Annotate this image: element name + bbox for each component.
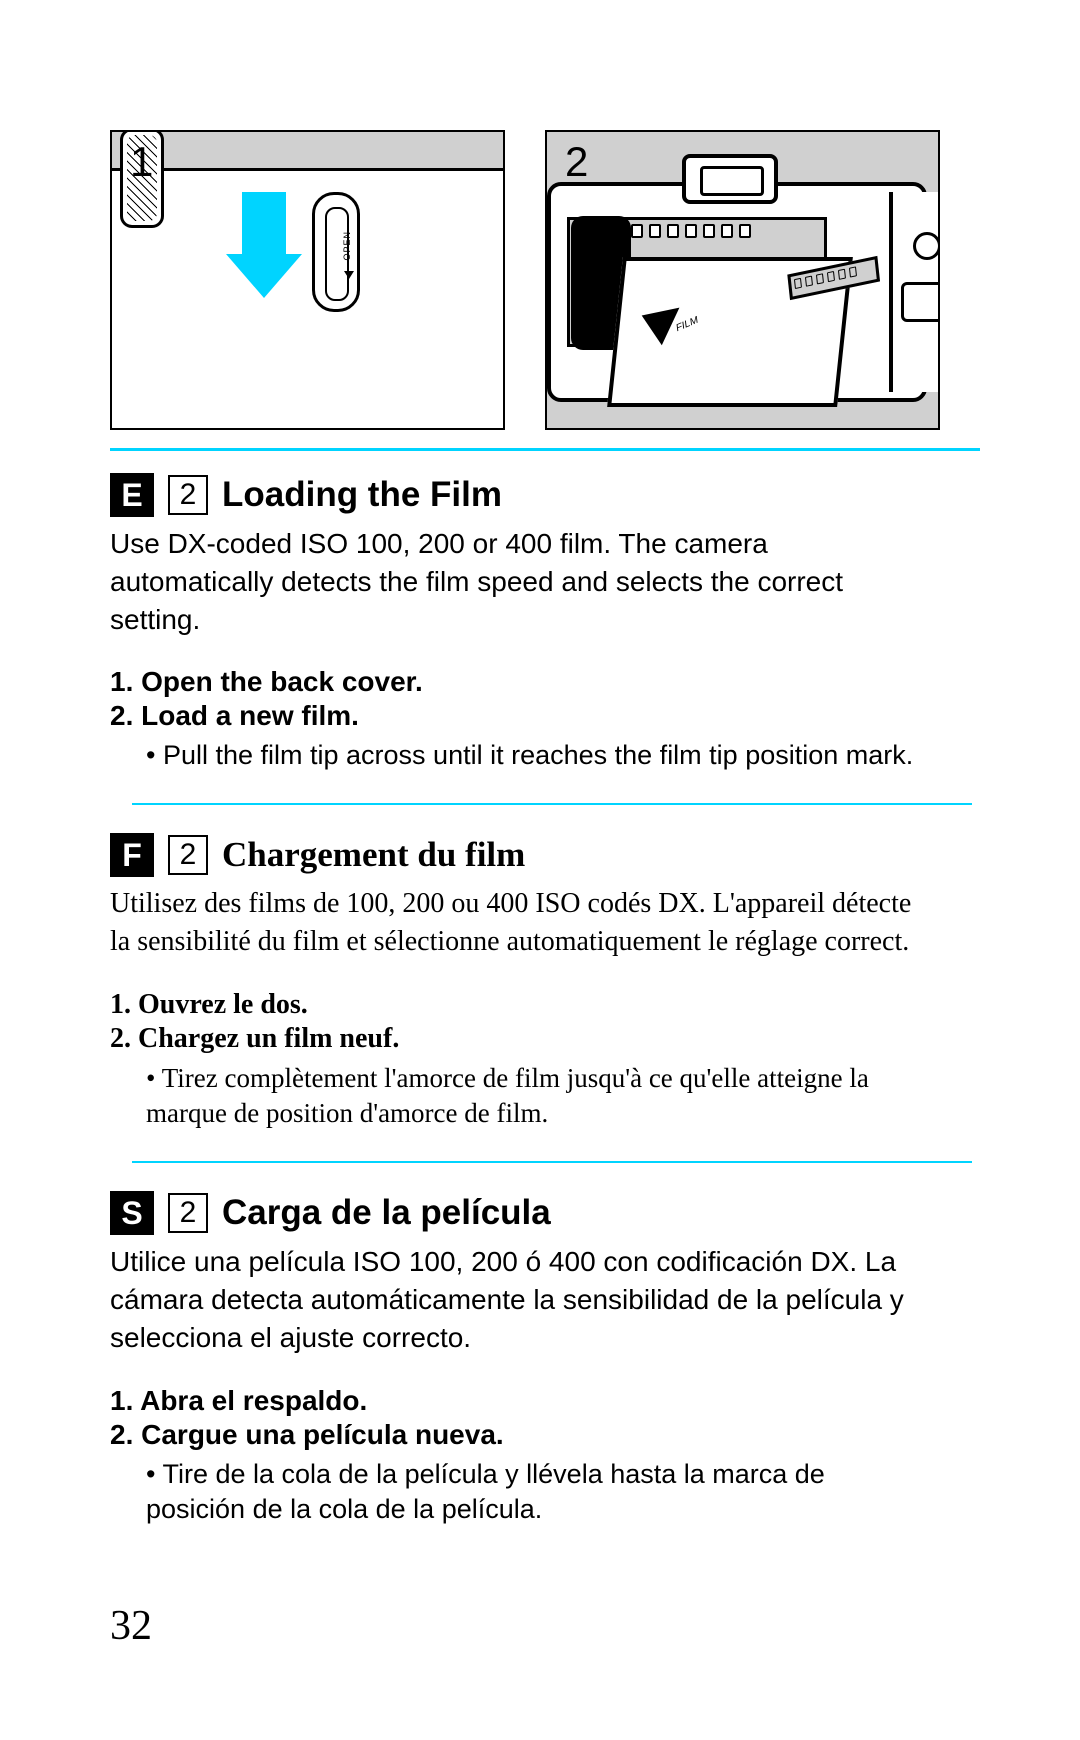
step-badge: 2 (168, 1193, 208, 1233)
section-french: F 2 Chargement du film Utilisez des film… (110, 833, 980, 1131)
steps-list-f: 1. Ouvrez le dos. 2. Chargez un film neu… (110, 989, 980, 1131)
step-badge: 2 (168, 475, 208, 515)
section-intro-f: Utilisez des films de 100, 200 ou 400 IS… (110, 885, 930, 961)
step-2-f: 2. Chargez un film neuf. (110, 1023, 980, 1055)
section-title-e: Loading the Film (222, 475, 502, 515)
section-intro-s: Utilice una película ISO 100, 200 ó 400 … (110, 1243, 930, 1356)
divider-ef (132, 803, 972, 805)
step-badge: 2 (168, 835, 208, 875)
viewfinder (682, 154, 778, 204)
figure-2-label: 2 (565, 138, 588, 186)
open-slider: OPEN (312, 192, 360, 312)
figure-1: 1 OPEN (110, 130, 505, 430)
lang-badge-s: S (110, 1191, 154, 1235)
section-english: E 2 Loading the Film Use DX-coded ISO 10… (110, 473, 980, 773)
section-title-f: Chargement du film (222, 835, 525, 875)
open-slider-label: OPEN (342, 231, 352, 261)
step-2-s: 2. Cargue una película nueva. (110, 1419, 980, 1451)
film-back-cover: FILM (607, 257, 853, 407)
section-spanish: S 2 Carga de la película Utilice una pel… (110, 1191, 980, 1527)
steps-list-e: 1. Open the back cover. 2. Load a new fi… (110, 666, 980, 773)
page-number: 32 (110, 1602, 152, 1650)
section-intro-e: Use DX-coded ISO 100, 200 or 400 film. T… (110, 525, 930, 638)
bullet-f: Tirez complètement l'amorce de film jusq… (146, 1061, 926, 1131)
section-title-s: Carga de la película (222, 1193, 551, 1233)
film-label-text: FILM (675, 315, 700, 334)
steps-list-s: 1. Abra el respaldo. 2. Cargue una pelíc… (110, 1385, 980, 1527)
step-1-f: 1. Ouvrez le dos. (110, 989, 980, 1021)
step-1-s: 1. Abra el respaldo. (110, 1385, 980, 1417)
open-direction-arrow (242, 192, 302, 298)
bullet-s: Tire de la cola de la película y llévela… (146, 1457, 926, 1527)
camera-body-shape (110, 168, 505, 430)
figure-2: 2 FILM (545, 130, 940, 430)
bullet-e: Pull the film tip across until it reache… (146, 738, 926, 773)
divider-top (110, 448, 980, 451)
step-2-e: 2. Load a new film. (110, 700, 980, 732)
lang-badge-f: F (110, 833, 154, 877)
figures-row: 1 OPEN 2 (110, 130, 980, 430)
divider-fs (132, 1161, 972, 1163)
lang-badge-e: E (110, 473, 154, 517)
figure-1-label: 1 (130, 138, 153, 186)
right-panel (889, 192, 940, 392)
step-1-e: 1. Open the back cover. (110, 666, 980, 698)
